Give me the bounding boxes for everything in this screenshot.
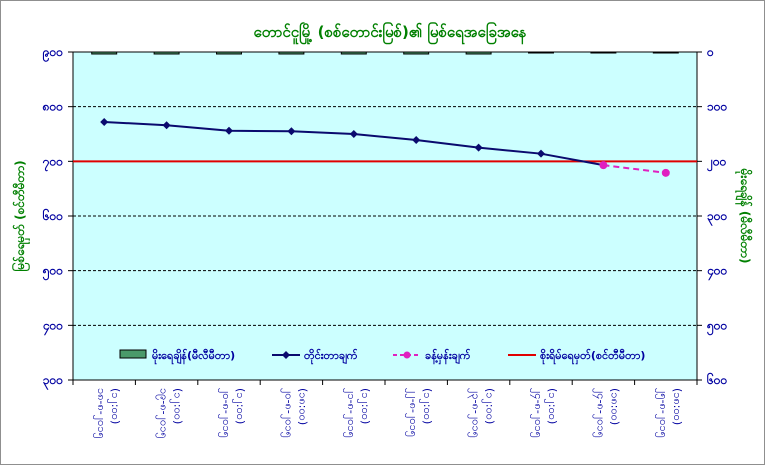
observed-point [162,121,171,130]
rainfall-bar [590,51,617,54]
observed-point [412,136,421,145]
right-tick-label: ၅၀၀ [706,318,728,336]
forecast-line [603,164,666,174]
x-category-date: ၂၅-၈-၂၀၁၅ [655,388,670,438]
observed-point [287,127,296,136]
x-category-time: (၁၂:၀၀) [419,388,434,424]
x-category-label: ၂၁-၈-၂၀၁၅ (၁၂:၀၀) [343,388,372,438]
rainfall-bar [278,51,305,55]
left-tick-label: ၇၀၀ [42,154,64,172]
left-tick-label: ၅၀၀ [42,264,64,282]
observed-point [474,143,483,152]
left-tick-label: ၃၀၀ [43,373,64,391]
right-tick-label: ၆၀၀ [706,371,728,387]
x-category-label: ၁၉-၈-၂၀၁၅ (၁၂:၀၀) [156,388,185,439]
x-category-date: ၂၃-၈-၂၀၁၅ [468,388,483,438]
x-category-time: (၁၂:၀၀) [544,388,559,424]
x-category-date: ၁၉-၈-၂၀၁၅ [156,388,171,439]
x-category-time: (၁၈:၀၀) [608,388,621,425]
x-category-date: ၁၈-၈-၂၀၁၅ [93,388,108,439]
x-category-time: (၁၂:၀၀) [232,388,247,424]
rainfall-bar [91,51,118,55]
legend-swatch-rainfall [119,349,147,359]
x-category-label: ၂၃-၈-၂၀၁၅ (၁၂:၀၀) [468,388,497,438]
x-category-time: (၁၂:၀၀) [170,388,185,424]
legend-marker-observed [282,351,290,359]
x-category-date: ၂၀-၈-၂၀၁၅ [280,388,295,438]
x-category-date: ၂၄-၈-၂၀၁၅ [592,388,607,438]
left-tick-label: ၉၀၀ [42,45,64,63]
x-category-time: (၁၂:၀၀) [107,388,122,424]
x-category-time: (၁၈:၀၀) [296,388,309,425]
right-tick-label: ၁၀၀ [707,100,728,114]
legend-label: ခန့်မှန်းချက် [425,348,471,365]
rainfall-bar [340,51,367,55]
y-axis-title-right: မိုးရေချိန် (မီလီမီတာ) [734,168,754,264]
observed-point [100,117,109,126]
left-tick-label: ၆၀၀ [42,207,64,223]
x-category-date: ၂၀-၈-၂၀၁၅ [218,388,233,438]
right-tick-label: ၀ [706,45,714,59]
legend-label: မိုးရေချိန်(မီလီမီတာ) [152,348,235,365]
left-tick-label: ၄၀၀ [42,318,64,336]
rainfall-bar [153,51,180,55]
x-category-date: ၂၁-၈-၂၀၁၅ [343,388,358,438]
x-category-label: ၂၂-၈-၂၀၁၅ (၁၂:၀၀) [405,388,434,437]
observed-point [349,130,358,138]
observed-point [537,149,545,158]
rainfall-bar [528,51,554,54]
x-category-label: ၂၅-၈-၂၀၁၅ (၁၈:၀၀) [655,388,684,438]
x-category-label: ၂၄-၈-၂၀၁၅ (၁၈:၀၀) [592,388,621,438]
left-tick-label: ၈၀၀ [42,100,64,114]
rainfall-bar [465,51,492,55]
x-category-label: ၁၈-၈-၂၀၁၅ (၁၂:၀၀) [93,388,122,439]
forecast-point [599,161,608,170]
legend-label: စိုးရိမ်ရေမှတ်(စင်တီမီတာ) [540,348,645,365]
forecast-point [661,168,670,177]
right-tick-label: ၂၀၀ [706,154,727,172]
x-category-label: ၂၄-၈-၂၀၁၅ (၁၂:၀၀) [530,388,559,438]
x-category-label: ၂၀-၈-၂၀၁၅ (၁၂:၀၀) [218,388,247,438]
x-category-time: (၁၂:၀၀) [357,388,372,424]
rainfall-bar [652,51,679,54]
legend-marker-forecast [403,351,411,359]
x-category-label: ၂၀-၈-၂၀၁၅ (၁၈:၀၀) [280,388,309,438]
rainfall-bar [216,51,242,55]
x-category-time: (၁၂:၀၀) [482,388,497,424]
legend-label: တိုင်းတာချက် [304,348,358,365]
x-category-date: ၂၄-၈-၂၀၁၅ [530,388,545,438]
right-tick-label: ၄၀၀ [706,264,728,282]
chart-title: တောင်ငူမြို့ (စစ်တောင်းမြစ်)၏ မြစ်ရေအခြေ… [253,21,526,45]
x-category-date: ၂၂-၈-၂၀၁၅ [405,388,420,437]
rainfall-bar [403,51,430,55]
y-axis-title-left: မြစ်ရေမှတ် (စင်တီမီတာ) [10,160,31,271]
observed-point [225,126,233,135]
x-category-time: (၁၈:၀၀) [671,388,684,425]
right-tick-label: ၃၀၀ [707,209,728,227]
